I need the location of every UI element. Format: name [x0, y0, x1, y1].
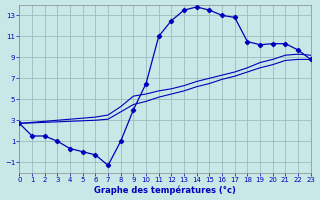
- X-axis label: Graphe des températures (°c): Graphe des températures (°c): [94, 186, 236, 195]
